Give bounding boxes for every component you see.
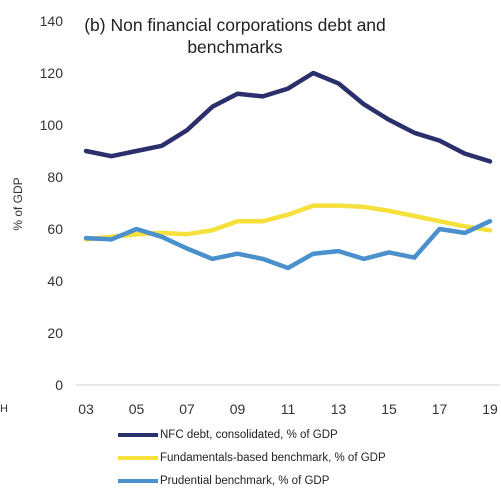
x-tick-label: 17 (432, 401, 448, 417)
x-tick-label: 15 (381, 401, 397, 417)
legend-item-fundamentals: Fundamentals-based benchmark, % of GDP (118, 446, 386, 469)
series-lines (83, 70, 493, 271)
legend-item-nfc-debt: NFC debt, consolidated, % of GDP (118, 423, 386, 446)
legend-swatch-fundamentals (118, 455, 158, 460)
y-axis-label: % of GDP (11, 177, 25, 230)
legend: NFC debt, consolidated, % of GDP Fundame… (118, 423, 386, 492)
y-tick-label: 20 (47, 325, 63, 341)
legend-swatch-nfc-debt (118, 432, 158, 437)
y-tick-label: 0 (55, 377, 63, 393)
x-tick-label: 03 (78, 401, 94, 417)
y-tick-label: 140 (40, 13, 64, 29)
cropped-text-fragment: H (0, 403, 8, 415)
legend-swatch-prudential (118, 478, 158, 483)
y-tick-labels: 0 20 40 60 80 100 120 140 (40, 13, 64, 393)
series-line-nfc-debt (83, 70, 493, 164)
x-tick-label: 13 (331, 401, 347, 417)
y-tick-label: 100 (40, 117, 64, 133)
series-line-prudential (83, 218, 493, 271)
legend-item-prudential: Prudential benchmark, % of GDP (118, 469, 386, 492)
legend-label-prudential: Prudential benchmark, % of GDP (160, 474, 330, 487)
x-tick-label: 07 (179, 401, 195, 417)
x-tick-label: 11 (281, 401, 296, 417)
y-tick-label: 60 (47, 221, 63, 237)
x-tick-label: 09 (230, 401, 246, 417)
x-tick-label: 05 (129, 401, 145, 417)
x-tick-labels: 03 05 07 09 11 13 15 17 19 (78, 401, 498, 417)
x-tick-label: 19 (482, 401, 498, 417)
y-tick-label: 40 (47, 273, 63, 289)
y-tick-label: 80 (47, 169, 63, 185)
y-tick-label: 120 (40, 65, 64, 81)
legend-label-fundamentals: Fundamentals-based benchmark, % of GDP (160, 451, 386, 464)
legend-label-nfc-debt: NFC debt, consolidated, % of GDP (160, 428, 338, 441)
chart-title: (b) Non financial corporations debt and … (84, 15, 386, 57)
